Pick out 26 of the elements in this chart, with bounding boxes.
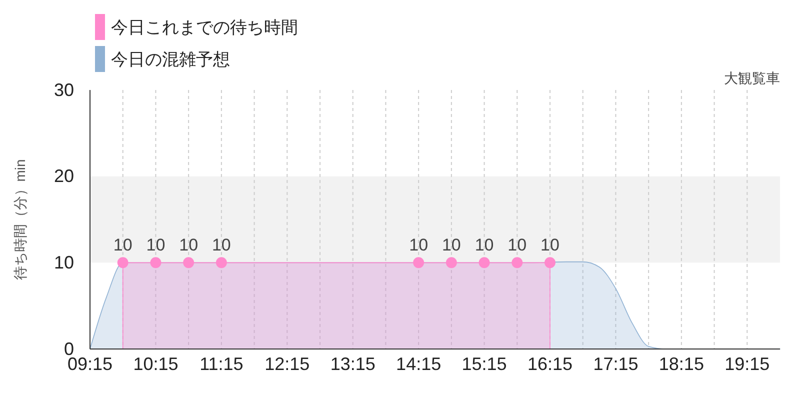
data-label: 10 (474, 236, 494, 255)
x-tick-label: 16:15 (527, 354, 573, 374)
x-tick-label: 12:15 (264, 354, 310, 374)
x-tick-label: 17:15 (593, 354, 638, 374)
chart-subtitle: 大観覧車 (724, 70, 780, 86)
data-label: 10 (212, 236, 231, 255)
data-label: 10 (146, 236, 166, 255)
data-label: 10 (179, 236, 198, 255)
data-label: 10 (113, 236, 132, 255)
data-label: 10 (409, 236, 428, 255)
data-label: 10 (540, 236, 560, 255)
y-tick-label: 20 (54, 166, 74, 186)
x-tick-label: 10:15 (133, 354, 178, 374)
y-axis-title: 待ち時間（分）min (12, 159, 28, 280)
data-label: 10 (442, 236, 461, 255)
x-tick-label: 13:15 (330, 354, 376, 374)
legend-label: 今日の混雑予想 (111, 50, 230, 69)
y-tick-label: 10 (54, 252, 74, 272)
x-tick-label: 15:15 (462, 354, 507, 374)
data-label: 10 (508, 236, 527, 255)
x-tick-label: 11:15 (200, 354, 244, 374)
x-tick-label: 14:15 (396, 354, 442, 374)
x-tick-label: 19:15 (724, 354, 770, 374)
y-tick-label: 30 (54, 80, 74, 100)
x-tick-label: 18:15 (658, 354, 704, 374)
legend-label: 今日これまでの待ち時間 (111, 18, 298, 37)
